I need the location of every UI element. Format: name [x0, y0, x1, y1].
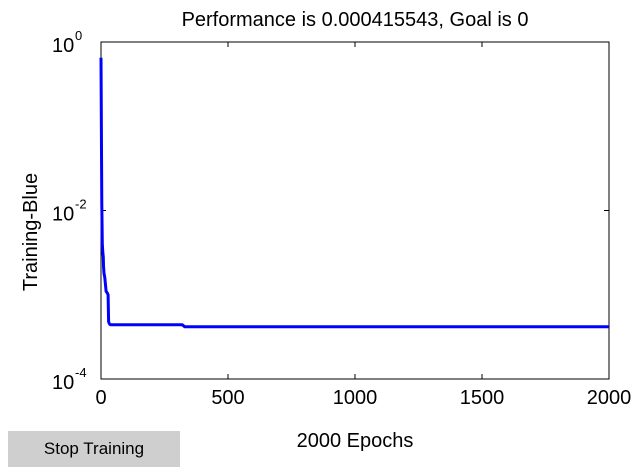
y-tick-exponent: -2	[75, 197, 87, 212]
x-tick-label: 1500	[460, 387, 505, 409]
y-tick-base: 10	[52, 372, 74, 394]
y-tick-exponent: 0	[75, 28, 82, 43]
x-tick-label: 2000	[587, 387, 632, 409]
y-tick-base: 10	[52, 35, 74, 57]
x-tick-label: 1000	[333, 387, 378, 409]
y-tick-label: 10 -4	[52, 365, 87, 394]
y-tick-label: 10 0	[52, 28, 82, 57]
y-axis-label: Training-Blue	[20, 173, 42, 291]
training-series-line	[99, 57, 609, 329]
plot-area	[100, 41, 610, 380]
x-axis-label: 2000 Epochs	[297, 430, 414, 452]
stop-training-button[interactable]: Stop Training	[8, 431, 180, 467]
y-tick-label: 10 -2	[52, 197, 87, 226]
y-tick-exponent: -4	[75, 365, 87, 380]
y-tick-base: 10	[52, 204, 74, 226]
x-tick-label: 500	[211, 387, 244, 409]
x-tick-label: 0	[95, 387, 106, 409]
chart-title: Performance is 0.000415543, Goal is 0	[182, 9, 529, 31]
